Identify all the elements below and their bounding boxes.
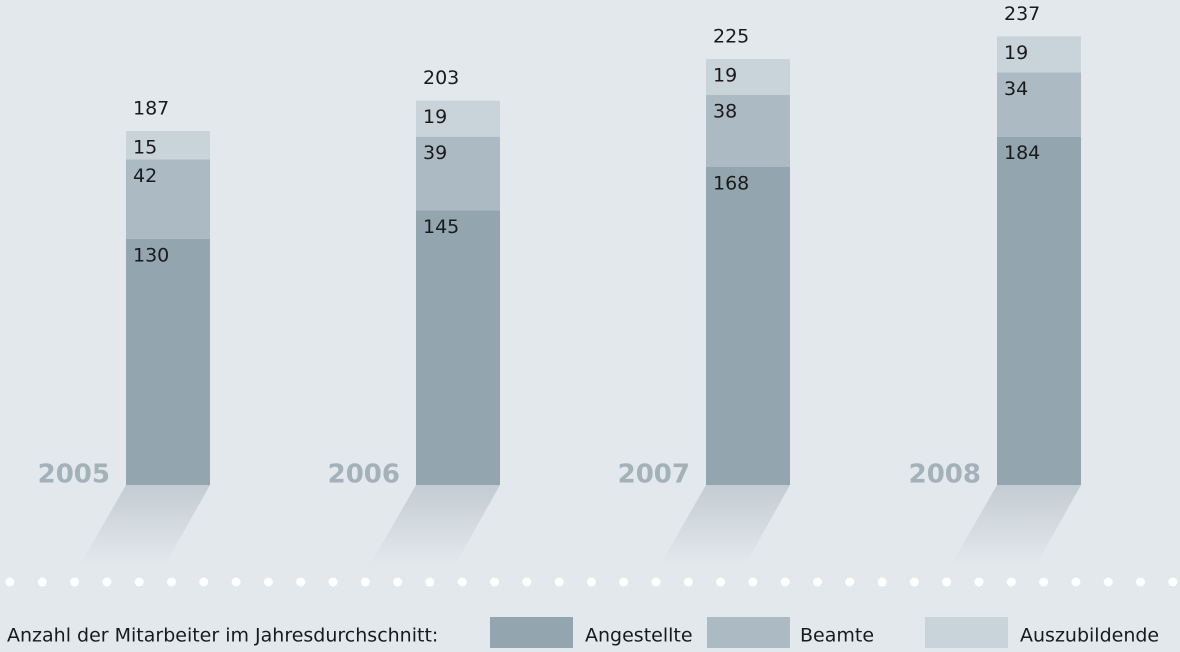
bar-segment [126, 159, 210, 239]
dot [490, 577, 499, 587]
dot [457, 577, 467, 587]
total-label: 187 [133, 98, 169, 120]
value-label: 19 [423, 106, 447, 128]
dot [586, 577, 596, 587]
dot [360, 577, 370, 587]
value-label: 19 [1004, 42, 1028, 64]
value-label: 42 [133, 165, 157, 187]
dot [328, 577, 338, 587]
bar-shadow [951, 485, 1081, 565]
legend-swatch [707, 617, 790, 648]
total-label: 225 [713, 26, 749, 48]
dot [619, 577, 629, 587]
bar-segment [997, 72, 1081, 137]
value-label: 39 [423, 142, 447, 164]
year-label: 2008 [909, 460, 981, 490]
value-label: 145 [423, 216, 459, 238]
total-label: 237 [1004, 3, 1040, 25]
dot [1136, 577, 1145, 587]
dot [877, 577, 887, 587]
dot [37, 577, 47, 587]
dot [1071, 577, 1081, 587]
dot [1168, 577, 1178, 587]
dot [522, 577, 532, 587]
value-label: 15 [133, 137, 157, 159]
dot [296, 577, 306, 587]
dot [909, 577, 919, 587]
value-label: 38 [713, 101, 737, 123]
legend-label: Auszubildende [1020, 625, 1159, 647]
bar-segment [126, 238, 210, 485]
bar-shadow [80, 485, 210, 565]
dot [845, 577, 855, 587]
bar-segment [416, 136, 500, 211]
value-label: 184 [1004, 142, 1040, 164]
dot [425, 577, 435, 587]
dot [942, 577, 952, 587]
year-label: 2006 [328, 460, 400, 490]
dot [167, 577, 176, 587]
value-label: 130 [133, 244, 169, 266]
dot [1006, 577, 1016, 587]
dot [780, 577, 790, 587]
dot [1103, 577, 1113, 587]
dot [134, 577, 144, 587]
bar-segment [706, 166, 790, 485]
bar-segment [706, 95, 790, 167]
dot [199, 577, 209, 587]
bar-shadow [660, 485, 790, 565]
value-label: 168 [713, 172, 749, 194]
dot [231, 577, 241, 587]
bar-segment [416, 210, 500, 485]
legend-title: Anzahl der Mitarbeiter im Jahresdurchsch… [7, 625, 438, 647]
dot [263, 577, 273, 587]
bar-segment [997, 136, 1081, 486]
dot [70, 577, 80, 587]
year-label: 2007 [618, 460, 690, 490]
total-label: 203 [423, 67, 459, 89]
dot [716, 577, 726, 587]
dot [813, 577, 822, 587]
legend-swatch [925, 617, 1008, 648]
bar-segment [416, 100, 500, 137]
year-label: 2005 [38, 460, 110, 490]
dot [5, 577, 15, 587]
dot [554, 577, 564, 587]
dot [393, 577, 403, 587]
dot [974, 577, 984, 587]
legend-swatch [490, 617, 573, 648]
dot [651, 577, 661, 587]
dot [748, 577, 758, 587]
dot [1039, 577, 1049, 587]
bar-shadow [370, 485, 500, 565]
legend-label: Angestellte [585, 625, 693, 647]
bar-segment [126, 131, 210, 160]
bar-segment [997, 36, 1081, 73]
dot [102, 577, 112, 587]
dot [683, 577, 693, 587]
value-label: 19 [713, 65, 737, 87]
bar-segment [706, 59, 790, 96]
value-label: 34 [1004, 78, 1028, 100]
legend-label: Beamte [800, 625, 874, 647]
